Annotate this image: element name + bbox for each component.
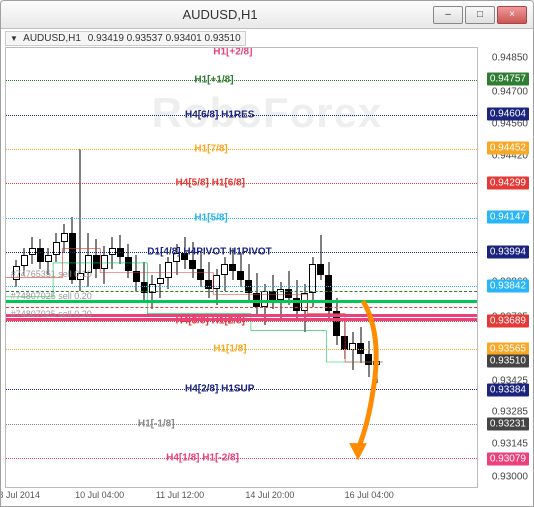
level-label: H4[1/8] H1[-2/8] [166,452,239,463]
maximize-button[interactable]: □ [465,6,495,24]
y-price-box: 0.94299 [487,176,529,189]
level-label: H1[5/8] [194,212,227,223]
y-price-box: 0.93079 [487,452,529,465]
trade-label: #74807025 sell 0.20 [11,309,92,319]
level-line [6,458,477,459]
x-tick-label: 11 Jul 12:00 [156,490,204,500]
y-price-box: 0.93689 [487,314,529,327]
y-price-box: 0.93842 [487,280,529,293]
minimize-button[interactable]: – [433,6,463,24]
level-line [6,149,477,150]
ticker-bar: ▼ AUDUSD,H1 0.93419 0.93537 0.93401 0.93… [5,31,246,46]
ticker-values: 0.93419 0.93537 0.93401 0.93510 [88,33,241,44]
chart-window: AUDUSD,H1 – □ × ▼ AUDUSD,H1 0.93419 0.93… [0,0,534,507]
x-tick-label: 16 Jul 04:00 [345,490,394,500]
y-tick-label: 0.94850 [491,53,529,64]
level-label: H1[7/8] [194,143,227,154]
close-button[interactable]: × [497,6,527,24]
level-line [6,218,477,219]
level-label: H4[5/8] H1[6/8] [176,178,245,189]
y-price-box: 0.93565 [487,342,529,355]
level-label: D1[4/8] H4PIVOT H1PIVOT [147,246,271,257]
trade-label: #74765351 sell 0.10 [11,269,92,279]
y-price-box: 0.93384 [487,383,529,396]
chart-area[interactable]: ▼ AUDUSD,H1 0.93419 0.93537 0.93401 0.93… [1,29,533,506]
trade-label: #74807025 sell 0.20 [11,291,92,301]
x-tick-label: 14 Jul 20:00 [245,490,294,500]
level-label: H4[6/8] H1RES [185,109,254,120]
level-label: H4[2/8] H1SUP [185,384,254,395]
top-level-label: H1[+2/8] [213,47,252,58]
level-line [6,286,477,287]
x-tick-label: 10 Jul 04:00 [75,490,124,500]
level-label: H1[+1/8] [194,75,233,86]
y-price-box: 0.93994 [487,245,529,258]
y-tick-label: 0.93145 [491,438,529,449]
x-tick-label: 8 Jul 2014 [0,490,40,500]
y-price-box: 0.93231 [487,418,529,431]
y-price-box: 0.94452 [487,142,529,155]
y-tick-label: 0.93000 [491,471,529,482]
y-tick-label: 0.94700 [491,87,529,98]
level-label: H1[1/8] [213,343,246,354]
dropdown-icon[interactable]: ▼ [10,34,18,43]
level-line [6,424,477,425]
x-axis: 8 Jul 201410 Jul 04:0011 Jul 12:0014 Jul… [5,490,478,504]
level-line [6,307,477,308]
plot-area[interactable]: H1[+1/8] H4[6/8] H1RES H1[7/8] H4[5/8] H1[6… [5,47,478,488]
y-price-box: 0.94147 [487,211,529,224]
y-price-box: 0.94604 [487,107,529,120]
y-price-box: 0.93510 [487,355,529,368]
y-tick-label: 0.93285 [491,407,529,418]
y-price-box: 0.94757 [487,73,529,86]
level-line [6,80,477,81]
window-buttons: – □ × [433,6,527,24]
level-label: H1[-1/8] [138,418,175,429]
titlebar[interactable]: AUDUSD,H1 – □ × [1,1,533,29]
y-axis: 0.948500.947000.945600.944200.942800.941… [478,47,533,488]
ticker-symbol: AUDUSD,H1 [23,33,81,44]
window-title: AUDUSD,H1 [7,7,433,22]
